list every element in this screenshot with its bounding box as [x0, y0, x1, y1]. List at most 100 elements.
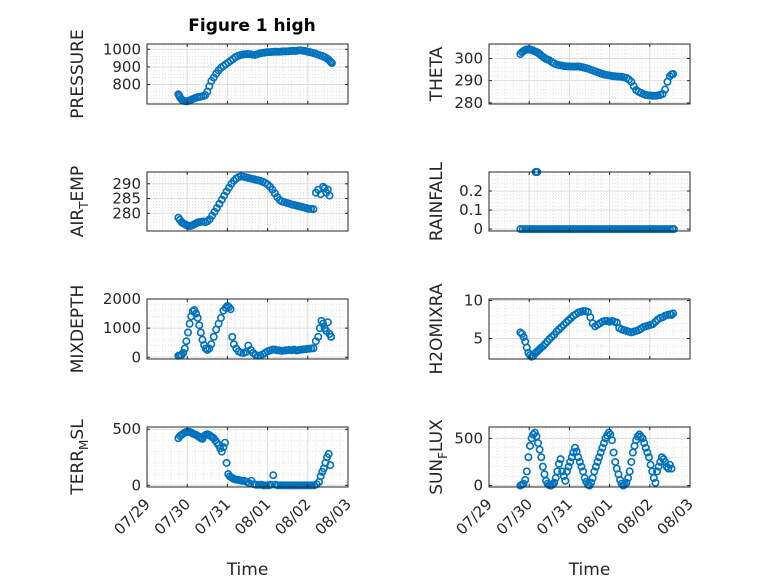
- data-point: [530, 428, 539, 437]
- data-point: [609, 448, 618, 457]
- data-point: [591, 225, 600, 234]
- data-point: [564, 225, 573, 234]
- y-axis-label: H2OMIXRA: [427, 283, 447, 374]
- data-point: [254, 480, 263, 489]
- data-point: [620, 225, 629, 234]
- data-point: [538, 225, 547, 234]
- data-point: [604, 428, 613, 437]
- data-point: [222, 458, 231, 467]
- data-point: [556, 455, 565, 464]
- y-tick-label: 290: [112, 175, 141, 193]
- data-point: [616, 475, 625, 484]
- data-point: [656, 225, 665, 234]
- data-point: [633, 432, 642, 441]
- data-point: [665, 460, 674, 469]
- y-axis-label: RAINFALL: [427, 161, 447, 241]
- data-point: [319, 319, 328, 328]
- data-point: [580, 474, 589, 483]
- data-point: [644, 453, 653, 462]
- data-point: [661, 225, 670, 234]
- y-tick-label: 0: [131, 476, 141, 494]
- data-point: [605, 225, 614, 234]
- axes-box: [146, 298, 349, 360]
- data-point: [192, 309, 201, 318]
- data-point: [651, 478, 660, 487]
- data-point: [535, 445, 544, 454]
- data-point: [588, 225, 597, 234]
- y-tick-label: 280: [454, 94, 483, 112]
- data-point: [567, 225, 576, 234]
- data-point: [598, 225, 607, 234]
- data-point: [293, 481, 302, 490]
- x-axis-label: Time: [226, 560, 269, 580]
- data-point: [217, 447, 226, 456]
- data-point: [307, 481, 316, 490]
- data-point: [574, 225, 583, 234]
- data-point: [557, 225, 566, 234]
- y-tick-label: 500: [454, 429, 483, 447]
- data-point: [667, 464, 676, 473]
- data-point: [665, 225, 674, 234]
- data-point: [259, 481, 268, 490]
- data-point: [324, 449, 333, 458]
- data-point: [261, 481, 270, 490]
- data-point: [640, 439, 649, 448]
- data-point: [226, 305, 235, 314]
- data-point: [325, 191, 334, 200]
- data-point: [516, 225, 525, 234]
- y-tick-label: 10: [464, 292, 483, 310]
- data-point: [587, 478, 596, 487]
- data-point: [219, 443, 228, 452]
- data-point: [583, 225, 592, 234]
- data-point: [629, 225, 638, 234]
- data-point: [593, 457, 602, 466]
- plot-area: [147, 427, 348, 487]
- data-point: [617, 225, 626, 234]
- y-tick-label: 2000: [103, 290, 141, 308]
- data-point: [228, 332, 237, 341]
- data-point: [305, 481, 314, 490]
- data-point: [281, 481, 290, 490]
- data-point: [595, 453, 604, 462]
- data-point: [216, 313, 225, 322]
- data-point: [279, 47, 288, 56]
- data-point: [185, 319, 194, 328]
- data-point: [579, 225, 588, 234]
- data-point: [309, 205, 318, 214]
- data-point: [610, 225, 619, 234]
- y-tick-label: 800: [112, 76, 141, 94]
- axes-box: [488, 298, 691, 360]
- data-point: [298, 481, 307, 490]
- axes-box: [488, 171, 691, 232]
- data-point: [658, 225, 667, 234]
- data-point: [558, 467, 567, 476]
- data-point: [641, 225, 650, 234]
- data-point: [651, 225, 660, 234]
- data-point: [638, 434, 647, 443]
- data-point: [643, 448, 652, 457]
- data-point: [269, 471, 278, 480]
- data-point: [327, 59, 336, 68]
- data-point: [636, 432, 645, 441]
- data-point: [603, 225, 612, 234]
- data-point: [641, 443, 650, 452]
- data-point: [554, 225, 563, 234]
- data-point: [323, 318, 332, 327]
- data-point: [521, 475, 530, 484]
- data-point: [179, 348, 188, 357]
- data-point: [552, 225, 561, 234]
- y-tick-label: 300: [454, 49, 483, 67]
- data-point: [595, 225, 604, 234]
- data-point: [561, 476, 570, 485]
- y-tick-label: 500: [112, 420, 141, 438]
- data-point: [571, 443, 580, 452]
- data-point: [653, 225, 662, 234]
- data-point: [548, 480, 557, 489]
- data-point: [600, 317, 609, 326]
- data-point: [627, 457, 636, 466]
- data-point: [196, 328, 205, 337]
- data-point: [309, 344, 318, 353]
- data-point: [612, 225, 621, 234]
